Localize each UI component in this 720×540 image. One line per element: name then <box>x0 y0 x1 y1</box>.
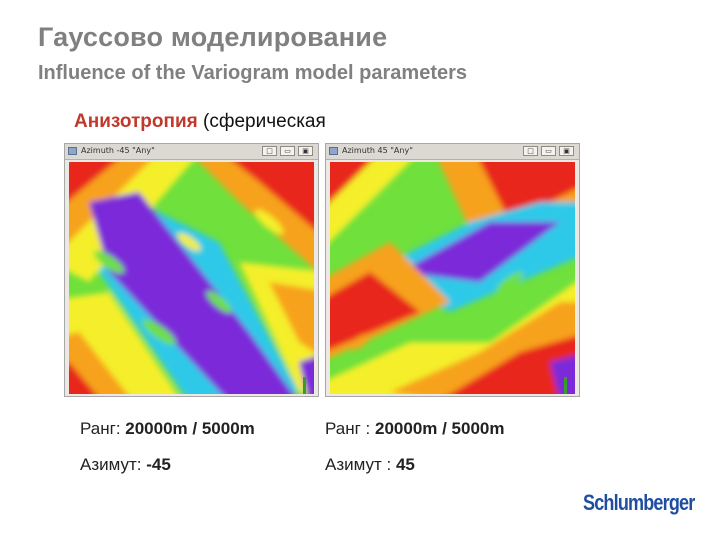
section-rest: (сферическая <box>197 111 326 132</box>
window-title: Azimuth 45 "Any" <box>342 146 413 155</box>
range-label-right: Ранг : 20000m / 5000m <box>325 419 505 439</box>
maximize-button[interactable]: ▣ <box>298 146 313 156</box>
schlumberger-logo: Schlumberger <box>583 490 695 515</box>
maximize-button[interactable]: ▣ <box>559 146 574 156</box>
page-title: Гауссово моделирование <box>38 22 388 52</box>
window-titlebar[interactable]: Azimuth 45 "Any" □ ▭ ▣ <box>326 144 579 160</box>
window-app-icon <box>68 147 77 155</box>
minimize-button[interactable]: □ <box>523 146 538 156</box>
marker-arrow <box>303 377 306 394</box>
restore-button[interactable]: ▭ <box>280 146 295 156</box>
map-window-right[interactable]: Azimuth 45 "Any" □ ▭ ▣ <box>325 143 580 397</box>
section-highlight: Анизотропия <box>74 111 198 132</box>
page-subtitle: Influence of the Variogram model paramet… <box>38 62 468 84</box>
range-value: 20000m / 5000m <box>375 419 505 438</box>
azimuth-label-right: Азимут : 45 <box>325 455 415 475</box>
simulation-map-right[interactable] <box>330 162 575 394</box>
range-caption: Ранг: <box>80 419 126 438</box>
section-heading: Анизотропия (сферическая <box>74 111 326 133</box>
marker-arrow <box>564 377 567 394</box>
range-label-left: Ранг: 20000m / 5000m <box>80 419 255 439</box>
azimuth-caption: Азимут: <box>80 455 147 474</box>
azimuth-value: 45 <box>395 455 415 474</box>
azimuth-label-left: Азимут: -45 <box>80 455 171 475</box>
map-window-left[interactable]: Azimuth -45 "Any" □ ▭ ▣ <box>64 143 319 397</box>
azimuth-caption: Азимут : <box>325 455 396 474</box>
minimize-button[interactable]: □ <box>262 146 277 156</box>
range-caption: Ранг : <box>325 419 375 438</box>
range-value: 20000m / 5000m <box>125 419 255 438</box>
azimuth-value: -45 <box>146 455 171 474</box>
simulation-map-left[interactable] <box>69 162 314 394</box>
window-app-icon <box>329 147 338 155</box>
restore-button[interactable]: ▭ <box>541 146 556 156</box>
window-titlebar[interactable]: Azimuth -45 "Any" □ ▭ ▣ <box>65 144 318 160</box>
window-title: Azimuth -45 "Any" <box>81 146 155 155</box>
